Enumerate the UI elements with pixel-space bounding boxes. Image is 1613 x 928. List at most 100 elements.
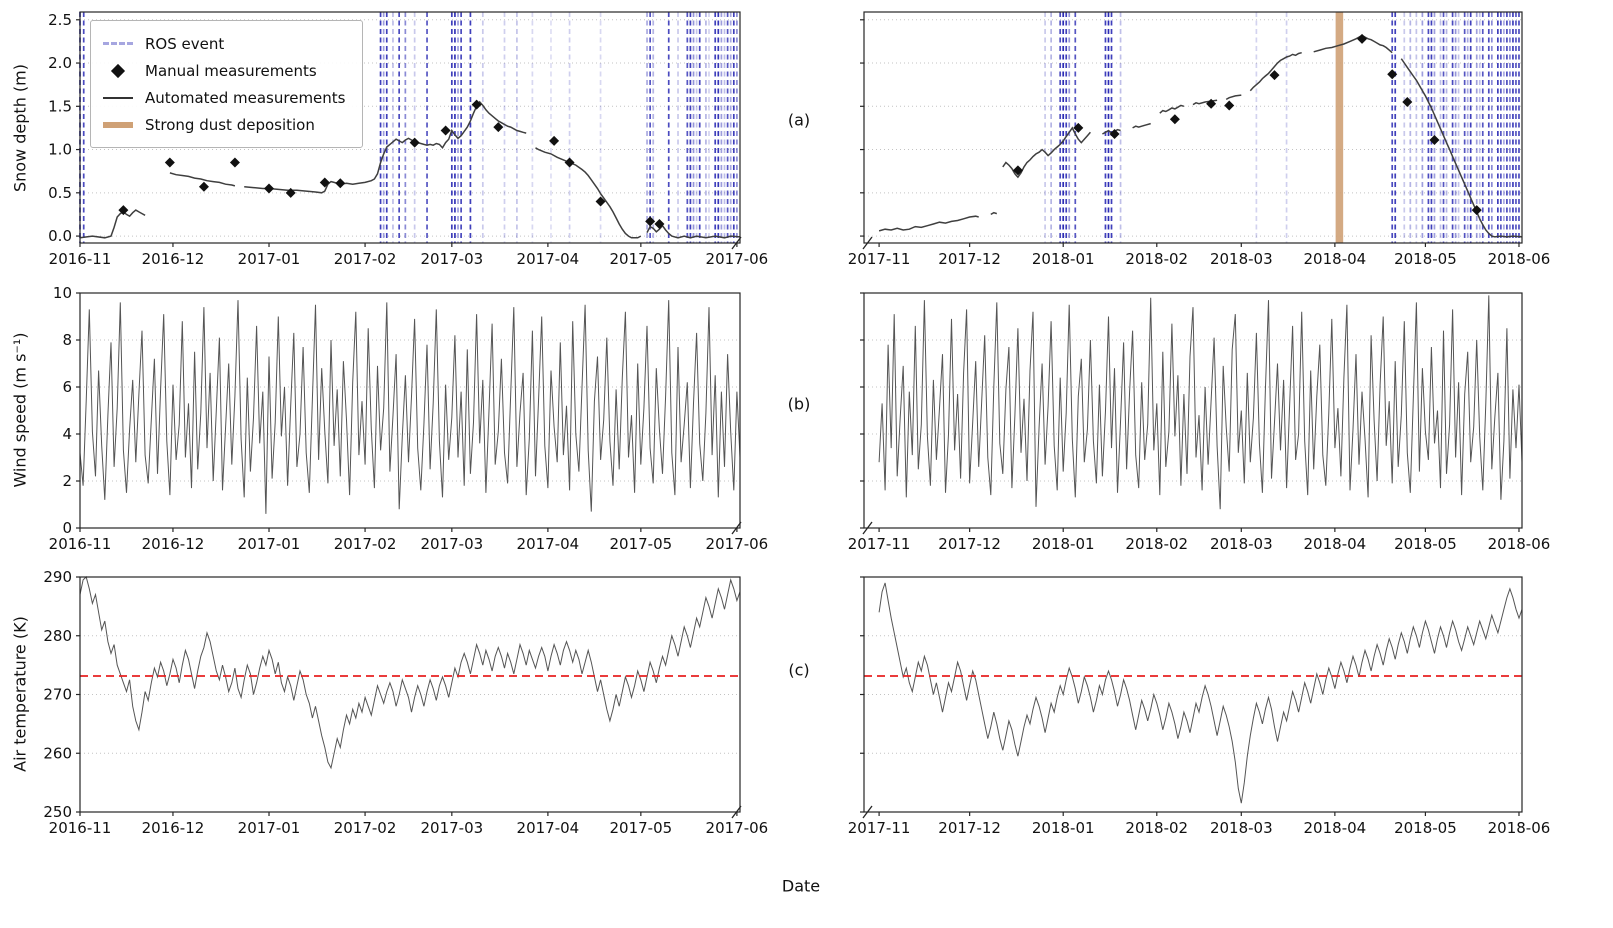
x-tick-label: 2017-01 bbox=[238, 535, 301, 553]
x-tick-label: 2017-04 bbox=[517, 535, 580, 553]
x-tick-label: 2018-02 bbox=[1125, 819, 1188, 837]
manual-measurement-marker bbox=[1169, 114, 1180, 125]
automated-measurements-line bbox=[1132, 122, 1151, 129]
legend-label: ROS event bbox=[145, 34, 225, 53]
y-tick-label: 290 bbox=[43, 568, 72, 586]
x-tick-label: 2018-02 bbox=[1125, 250, 1188, 268]
legend-label: Strong dust deposition bbox=[145, 115, 315, 134]
legend-label: Manual measurements bbox=[145, 61, 317, 80]
x-tick-label: 2017-05 bbox=[610, 819, 673, 837]
y-tick-label: 1.5 bbox=[48, 97, 72, 115]
automated-measurements-line bbox=[1249, 51, 1302, 92]
air-temperature-2016-2017-line bbox=[79, 576, 741, 770]
x-tick-label: 2018-05 bbox=[1394, 535, 1457, 553]
x-tick-label: 2017-03 bbox=[420, 819, 483, 837]
y-tick-label: 0.5 bbox=[48, 184, 72, 202]
automated-measurements-line bbox=[169, 172, 236, 187]
axes-spines bbox=[863, 292, 1523, 529]
y-axis-label-air-temperature: Air temperature (K) bbox=[10, 616, 30, 772]
x-tick-label: 2017-02 bbox=[334, 819, 397, 837]
manual-measurement-marker bbox=[335, 178, 346, 189]
x-tick-label: 2017-05 bbox=[610, 535, 673, 553]
y-tick-label: 0 bbox=[62, 519, 72, 537]
x-tick-label: 2017-06 bbox=[706, 535, 769, 553]
y-tick-label: 10 bbox=[53, 284, 72, 302]
x-tick-label: 2016-11 bbox=[49, 535, 112, 553]
x-tick-label: 2016-11 bbox=[49, 250, 112, 268]
ros-event-line-swatch bbox=[103, 42, 133, 45]
legend-item-automated-measurements: Automated measurements bbox=[103, 84, 346, 111]
manual-measurement-marker bbox=[1109, 128, 1120, 139]
manual-measurement-marker bbox=[1429, 135, 1440, 146]
x-tick-label: 2018-01 bbox=[1032, 250, 1095, 268]
x-tick-label: 2017-11 bbox=[848, 535, 911, 553]
manual-measurement-marker bbox=[1402, 96, 1413, 107]
y-tick-label: 2.5 bbox=[48, 11, 72, 29]
x-tick-label: 2016-12 bbox=[142, 250, 205, 268]
y-axis-label-wind-speed: Wind speed (m s⁻¹) bbox=[10, 332, 30, 488]
automated-measurements-line bbox=[1002, 126, 1091, 179]
manual-measurement-marker bbox=[471, 99, 482, 110]
panel-air-temperature-2017-2018: 2017-11 2017-12 2018-01 2018-02 2018-03 2018-… bbox=[848, 576, 1551, 837]
legend-item-strong-dust-deposition: Strong dust deposition bbox=[103, 111, 346, 138]
panel-wind-speed-2016-2017: 2016-11 2016-12 2017-01 2017-02 2017-03 2017-… bbox=[49, 284, 769, 553]
panel-wind-speed-2017-2018: 2017-11 2017-12 2018-01 2018-02 2018-03 2018-… bbox=[848, 292, 1550, 553]
automated-measurements-line bbox=[646, 224, 741, 239]
x-tick-label: 2018-02 bbox=[1125, 535, 1188, 553]
manual-measurement-marker bbox=[1357, 33, 1368, 44]
air-temperature-2017-2018-line bbox=[878, 582, 1523, 804]
x-tick-label: 2016-11 bbox=[49, 819, 112, 837]
wind-speed-2016-2017-line bbox=[79, 300, 741, 514]
axis-break-mark bbox=[731, 521, 742, 535]
manual-measurement-marker bbox=[319, 177, 330, 188]
manual-measurement-marker bbox=[549, 135, 560, 146]
y-tick-label: 2 bbox=[62, 472, 72, 490]
y-tick-label: 1.0 bbox=[48, 141, 72, 159]
y-tick-label: 260 bbox=[43, 744, 72, 762]
x-tick-label: 2018-04 bbox=[1304, 535, 1367, 553]
manual-measurement-marker bbox=[229, 157, 240, 168]
automated-measurements-line bbox=[1159, 104, 1185, 114]
manual-measurement-marker bbox=[1471, 205, 1482, 216]
x-tick-label: 2018-06 bbox=[1488, 819, 1551, 837]
manual-measurement-marker bbox=[645, 216, 656, 227]
panel-snow-depth-2016-2017: 2016-11 2016-12 2017-01 2017-02 2017-03 2017-… bbox=[48, 11, 768, 268]
y-axis-label-snow-depth: Snow depth (m) bbox=[10, 64, 30, 192]
manual-measurement-marker bbox=[564, 157, 575, 168]
x-tick-label: 2016-12 bbox=[142, 819, 205, 837]
axis-break-mark bbox=[862, 521, 873, 535]
manual-measurement-marker bbox=[1012, 165, 1023, 176]
axes-spines bbox=[79, 292, 741, 529]
manual-measurement-marker bbox=[440, 125, 451, 136]
x-tick-label: 2018-03 bbox=[1210, 535, 1273, 553]
manual-measurement-marker bbox=[654, 218, 665, 229]
legend-item-ros-event: ROS event bbox=[103, 30, 346, 57]
diamond-marker-swatch bbox=[110, 63, 126, 78]
manual-measurement-marker bbox=[493, 122, 504, 133]
automated-measurements-line bbox=[990, 211, 998, 216]
x-tick-label: 2017-12 bbox=[938, 250, 1001, 268]
axis-break-mark bbox=[731, 236, 742, 250]
manual-measurement-marker bbox=[1387, 69, 1398, 80]
y-tick-label: 6 bbox=[62, 378, 72, 396]
x-tick-label: 2017-01 bbox=[238, 250, 301, 268]
axes-spines bbox=[863, 11, 1523, 244]
panel-snow-depth-2017-2018: 2017-11 2017-12 2018-01 2018-02 2018-03 2018-… bbox=[848, 11, 1551, 268]
panel-label-b: (b) bbox=[787, 394, 811, 414]
panel-air-temperature-2016-2017: 2016-11 2016-12 2017-01 2017-02 2017-03 2017-… bbox=[43, 568, 768, 837]
automated-measurements-line bbox=[1400, 58, 1523, 238]
manual-measurement-marker bbox=[264, 183, 275, 194]
x-tick-label: 2018-06 bbox=[1488, 250, 1551, 268]
x-tick-label: 2017-03 bbox=[420, 535, 483, 553]
x-tick-label: 2017-11 bbox=[848, 250, 911, 268]
x-tick-label: 2017-02 bbox=[334, 250, 397, 268]
manual-measurement-marker bbox=[118, 205, 129, 216]
y-tick-label: 250 bbox=[43, 803, 72, 821]
manual-measurement-marker bbox=[285, 187, 296, 198]
automated-measurements-line bbox=[1313, 34, 1393, 54]
x-tick-label: 2017-12 bbox=[938, 535, 1001, 553]
x-tick-label: 2016-12 bbox=[142, 535, 205, 553]
x-tick-label: 2017-03 bbox=[420, 250, 483, 268]
